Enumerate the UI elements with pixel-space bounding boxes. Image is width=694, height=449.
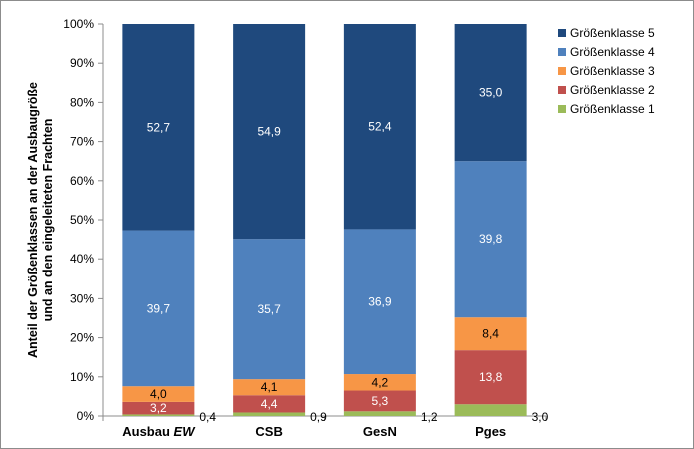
- legend-label: Größenklasse 5: [570, 26, 655, 40]
- bar-segment: [122, 414, 195, 416]
- bar-segment: [454, 404, 527, 416]
- legend-label: Größenklasse 1: [570, 102, 655, 116]
- data-label: 0,9: [310, 410, 327, 424]
- data-label: 35,0: [479, 86, 503, 100]
- bar-segment: [454, 24, 527, 162]
- legend-swatch: [558, 105, 566, 113]
- y-tick-label: 40%: [70, 252, 94, 266]
- y-tick-label: 20%: [70, 331, 94, 345]
- bar-segment: [122, 230, 195, 387]
- data-label: 13,8: [479, 370, 503, 384]
- bar-segment: [233, 239, 306, 380]
- x-category-label: CSB: [255, 424, 282, 439]
- y-axis-title-line1: Anteil der Größenklassen an der Ausbaugr…: [26, 82, 40, 358]
- legend-label: Größenklasse 4: [570, 45, 655, 59]
- data-label: 35,7: [257, 302, 281, 316]
- data-label: 0,4: [199, 410, 216, 424]
- legend-swatch: [558, 67, 566, 75]
- data-label: 8,4: [482, 327, 499, 341]
- legend-swatch: [558, 29, 566, 37]
- data-label: 52,7: [147, 120, 171, 134]
- x-category-label: Ausbau EW: [122, 424, 196, 439]
- bar-segment: [343, 374, 416, 391]
- data-label: 54,9: [257, 125, 281, 139]
- bar-segment: [454, 350, 527, 405]
- y-tick-label: 90%: [70, 56, 94, 70]
- legend-label: Größenklasse 3: [570, 64, 655, 78]
- y-tick-label: 70%: [70, 135, 94, 149]
- y-axis-title-line2: und an den eingeleiteten Frachten: [41, 119, 55, 322]
- bar-segment: [343, 411, 416, 416]
- data-label: 39,7: [147, 301, 171, 315]
- bar-segment: [233, 24, 306, 240]
- bar-segment: [233, 395, 306, 413]
- data-label: 4,4: [261, 397, 278, 411]
- x-category-label: Pges: [475, 424, 506, 439]
- bar-segment: [343, 229, 416, 375]
- bar-segment: [122, 401, 195, 415]
- bar-segment: [233, 379, 306, 396]
- y-tick-label: 0%: [77, 409, 95, 423]
- legend-swatch: [558, 48, 566, 56]
- bar-segment: [454, 317, 527, 351]
- bar-segment: [343, 390, 416, 412]
- y-tick-label: 10%: [70, 370, 94, 384]
- data-label: 36,9: [368, 295, 392, 309]
- legend-swatch: [558, 86, 566, 94]
- data-label: 3,2: [150, 401, 167, 415]
- bar-segment: [122, 24, 195, 231]
- data-label: 39,8: [479, 232, 503, 246]
- bar-segment: [122, 386, 195, 402]
- y-tick-label: 80%: [70, 95, 94, 109]
- legend-label: Größenklasse 2: [570, 83, 655, 97]
- data-label: 5,3: [372, 394, 389, 408]
- bar-segment: [454, 161, 527, 318]
- bar-segment: [233, 412, 306, 416]
- data-label: 1,2: [421, 410, 438, 424]
- y-tick-label: 30%: [70, 291, 94, 305]
- data-label: 52,4: [368, 120, 392, 134]
- y-tick-label: 60%: [70, 174, 94, 188]
- data-label: 4,1: [261, 380, 278, 394]
- y-tick-label: 50%: [70, 213, 94, 227]
- data-label: 3,0: [532, 410, 549, 424]
- bar-segment: [343, 24, 416, 230]
- y-tick-label: 100%: [63, 17, 94, 31]
- data-label: 4,2: [372, 375, 389, 389]
- data-label: 4,0: [150, 387, 167, 401]
- x-category-label: GesN: [363, 424, 397, 439]
